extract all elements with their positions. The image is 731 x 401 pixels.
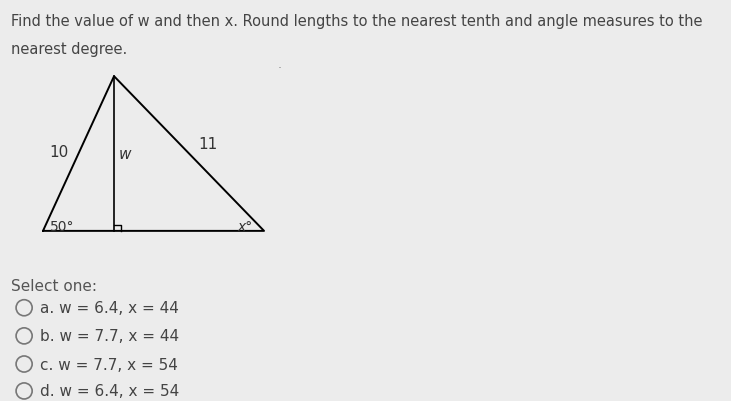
Text: nearest degree.: nearest degree. [11, 42, 127, 57]
Text: 11: 11 [198, 136, 217, 151]
Text: 10: 10 [49, 145, 69, 160]
Text: a. w = 6.4, x = 44: a. w = 6.4, x = 44 [40, 300, 179, 316]
Text: 50°: 50° [50, 220, 74, 234]
Text: b. w = 7.7, x = 44: b. w = 7.7, x = 44 [40, 328, 179, 344]
Text: w: w [119, 147, 132, 162]
Text: c. w = 7.7, x = 54: c. w = 7.7, x = 54 [40, 356, 178, 372]
Text: x°: x° [238, 220, 253, 234]
Text: .: . [278, 58, 282, 71]
Text: d. w = 6.4, x = 54: d. w = 6.4, x = 54 [40, 383, 179, 399]
Text: Select one:: Select one: [11, 279, 97, 294]
Text: Find the value of w and then x. Round lengths to the nearest tenth and angle mea: Find the value of w and then x. Round le… [11, 14, 702, 29]
